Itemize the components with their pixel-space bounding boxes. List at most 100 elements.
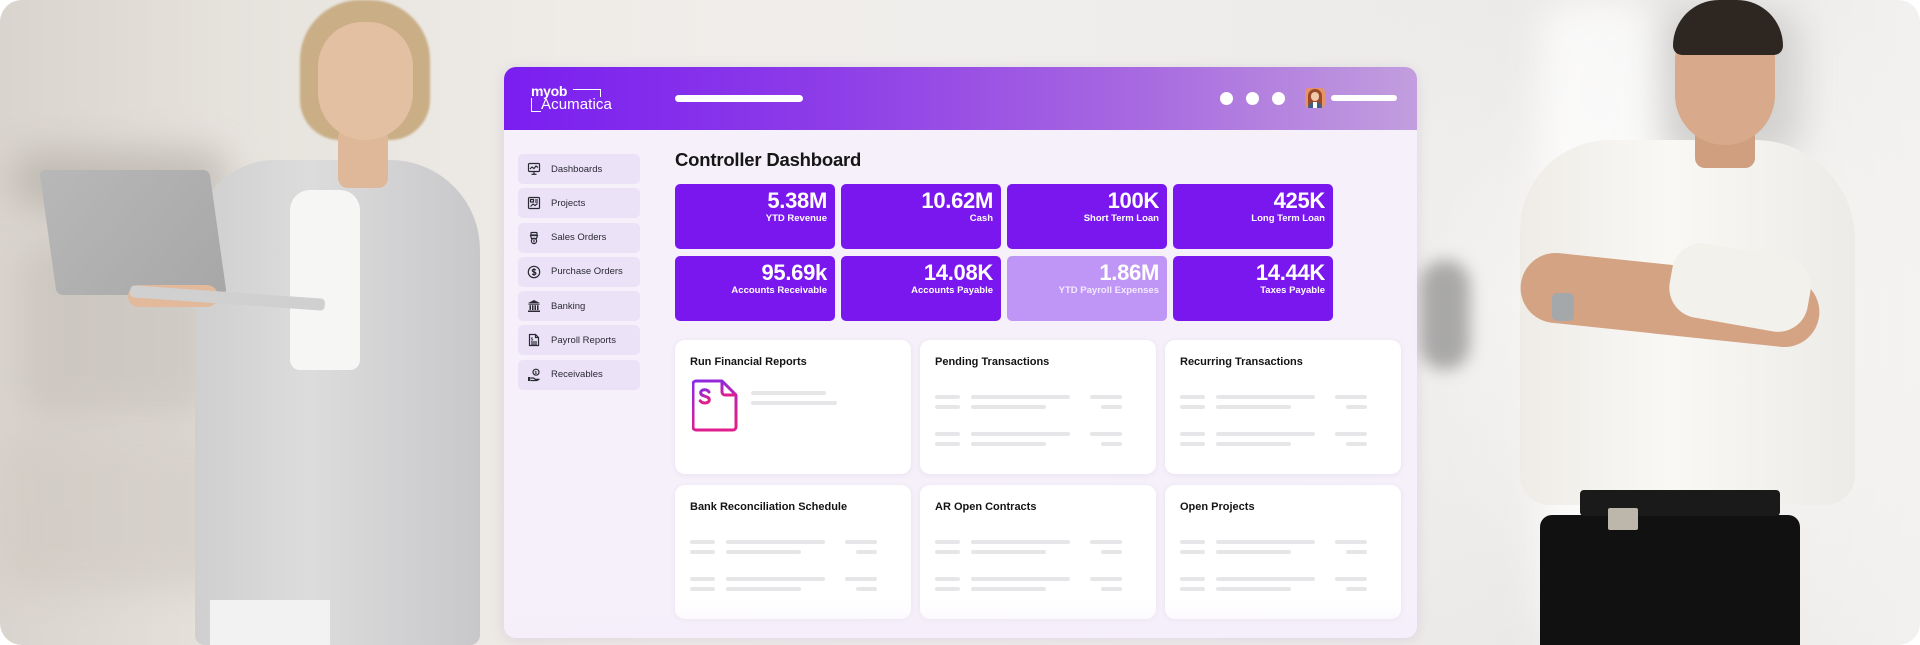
kpi-tile-taxes-payable[interactable]: 14.44K Taxes Payable (1173, 256, 1333, 321)
kpi-value: 5.38M (767, 188, 827, 213)
woman-pants (210, 600, 330, 645)
skeleton-line (935, 540, 960, 544)
kpi-tile-ytd-payroll-expenses[interactable]: 1.86M YTD Payroll Expenses (1007, 256, 1167, 321)
skeleton-line (1335, 577, 1367, 581)
card-open-projects[interactable]: Open Projects (1165, 485, 1401, 619)
woman-top (290, 190, 360, 370)
man-pants (1540, 515, 1800, 645)
skeleton-line (935, 432, 960, 436)
sidebar-item-projects[interactable]: Projects (518, 188, 640, 219)
card-pending-transactions[interactable]: Pending Transactions (920, 340, 1156, 474)
skeleton-line (971, 540, 1070, 544)
svg-text:$: $ (535, 370, 538, 375)
skeleton-line (1346, 587, 1367, 591)
sidebar-label: Payroll Reports (551, 334, 616, 346)
skeleton-line (1216, 432, 1315, 436)
skeleton-line (1180, 577, 1205, 581)
kpi-value: 10.62M (921, 188, 993, 213)
sidebar-item-sales-orders[interactable]: Sales Orders (518, 222, 640, 253)
header-action-dot-1[interactable] (1220, 92, 1233, 105)
skeleton-line (1180, 395, 1205, 399)
logo-bracket-bottom (531, 98, 541, 112)
skeleton-line (971, 432, 1070, 436)
skeleton-line (1180, 432, 1205, 436)
sidebar-nav: Dashboards Projects Sales Orders Purchas… (518, 154, 640, 394)
skeleton-line (751, 391, 826, 395)
skeleton-line (1180, 550, 1205, 554)
kpi-tile-accounts-receivable[interactable]: 95.69k Accounts Receivable (675, 256, 835, 321)
man-hair (1673, 0, 1783, 55)
skeleton-line (1216, 577, 1315, 581)
sidebar-item-banking[interactable]: Banking (518, 291, 640, 322)
skeleton-line (726, 577, 825, 581)
skeleton-line (971, 587, 1046, 591)
kpi-tile-accounts-payable[interactable]: 14.08K Accounts Payable (841, 256, 1001, 321)
sidebar-label: Banking (551, 300, 586, 312)
svg-text:$: $ (531, 337, 534, 342)
avatar-shirt (1313, 102, 1317, 108)
card-run-financial-reports[interactable]: Run Financial Reports (675, 340, 911, 474)
belt-buckle (1608, 508, 1638, 530)
page-title: Controller Dashboard (675, 149, 862, 170)
skeleton-line (1335, 432, 1367, 436)
skeleton-line (690, 587, 715, 591)
sidebar-item-purchase-orders[interactable]: Purchase Orders (518, 256, 640, 287)
card-title: Run Financial Reports (690, 356, 807, 368)
skeleton-line (1216, 550, 1291, 554)
sidebar-item-receivables[interactable]: $ Receivables (518, 359, 640, 390)
user-avatar[interactable] (1305, 88, 1325, 108)
skeleton-line (935, 577, 960, 581)
widget-cards: Run Financial Reports (675, 340, 1403, 619)
card-ar-open-contracts[interactable]: AR Open Contracts (920, 485, 1156, 619)
skeleton-line (971, 550, 1046, 554)
skeleton-line (1180, 540, 1205, 544)
kpi-value: 100K (1107, 188, 1160, 213)
skeleton-line (1090, 432, 1122, 436)
monitor-chart-icon (527, 162, 541, 176)
skeleton-line (971, 395, 1070, 399)
user-name-placeholder[interactable] (1331, 95, 1397, 101)
kpi-label: Short Term Loan (1083, 213, 1159, 224)
skeleton-line (1335, 395, 1367, 399)
kpi-tile-ytd-revenue[interactable]: 5.38M YTD Revenue (675, 184, 835, 249)
hand-coin-icon: $ (527, 368, 541, 382)
skeleton-line (726, 587, 801, 591)
skeleton-line (1335, 540, 1367, 544)
skeleton-line (751, 401, 837, 405)
myob-acumatica-logo[interactable]: myob Acumatica (531, 84, 641, 116)
skeleton-line (1101, 442, 1122, 446)
skeleton-line (726, 550, 801, 554)
sales-bag-icon (527, 231, 541, 245)
sidebar-item-payroll-reports[interactable]: $ Payroll Reports (518, 325, 640, 356)
skeleton-line (935, 587, 960, 591)
kpi-tile-cash[interactable]: 10.62M Cash (841, 184, 1001, 249)
card-bank-reconciliation-schedule[interactable]: Bank Reconciliation Schedule (675, 485, 911, 619)
card-title: AR Open Contracts (935, 501, 1037, 513)
skeleton-line (845, 540, 877, 544)
skeleton-line (1216, 540, 1315, 544)
header-action-dot-3[interactable] (1272, 92, 1285, 105)
kpi-tile-long-term-loan[interactable]: 425K Long Term Loan (1173, 184, 1333, 249)
sidebar-label: Sales Orders (551, 232, 607, 244)
sidebar-label: Receivables (551, 369, 603, 381)
skeleton-line (971, 577, 1070, 581)
sidebar-item-dashboards[interactable]: Dashboards (518, 154, 640, 184)
header-action-dot-2[interactable] (1246, 92, 1259, 105)
skeleton-line (1216, 587, 1291, 591)
skeleton-line (1180, 405, 1205, 409)
skeleton-line (1346, 442, 1367, 446)
card-title: Open Projects (1180, 501, 1255, 513)
sidebar-label: Projects (551, 197, 586, 209)
kpi-tile-short-term-loan[interactable]: 100K Short Term Loan (1007, 184, 1167, 249)
skeleton-line (1090, 540, 1122, 544)
card-title: Recurring Transactions (1180, 356, 1303, 368)
kpi-label: YTD Revenue (765, 213, 827, 224)
skeleton-line (1101, 405, 1122, 409)
skeleton-line (971, 442, 1046, 446)
avatar-face (1311, 92, 1319, 101)
card-recurring-transactions[interactable]: Recurring Transactions (1165, 340, 1401, 474)
card-title: Bank Reconciliation Schedule (690, 501, 848, 513)
bank-icon (527, 299, 541, 313)
search-bar-placeholder[interactable] (675, 95, 803, 102)
